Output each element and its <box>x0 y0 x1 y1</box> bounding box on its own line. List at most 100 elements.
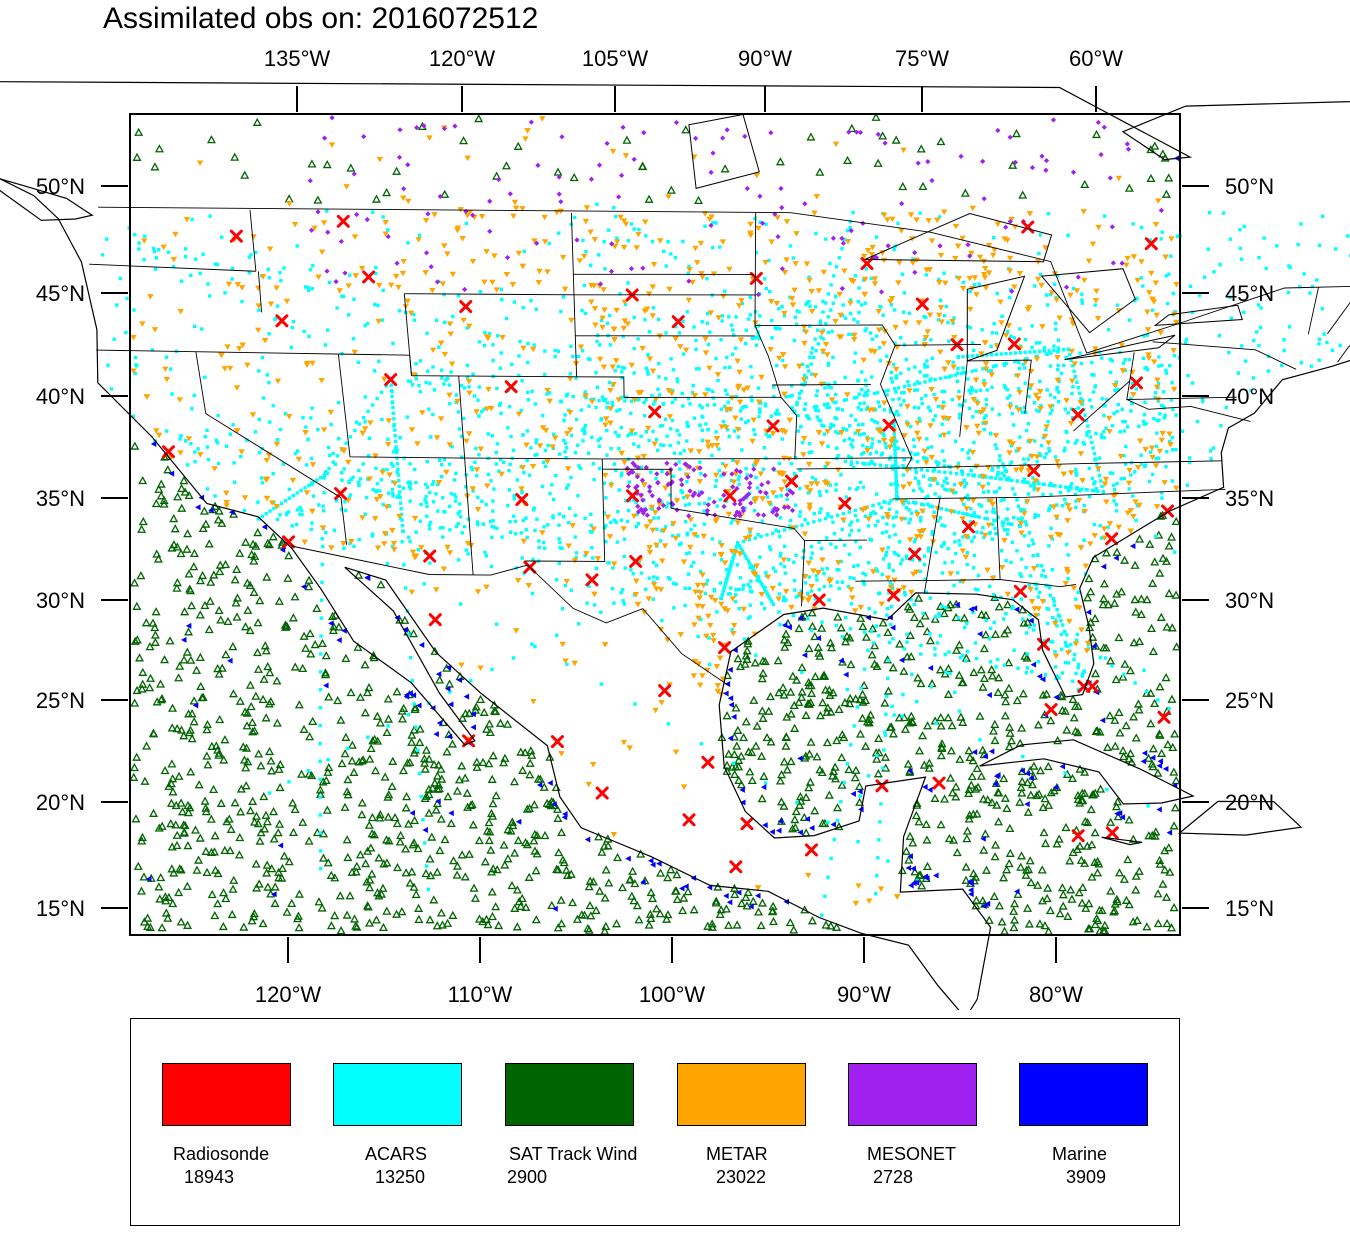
acars-marker <box>743 554 747 558</box>
acars-marker <box>309 481 314 486</box>
acars-marker <box>335 306 339 310</box>
acars-marker <box>402 456 406 460</box>
sat-track-wind-marker <box>428 783 438 792</box>
metar-marker <box>840 517 847 523</box>
acars-marker <box>971 514 976 518</box>
acars-marker <box>552 432 556 436</box>
sat-track-wind-marker <box>1010 899 1020 908</box>
acars-marker <box>905 640 909 644</box>
acars-marker <box>573 535 577 539</box>
sat-track-wind-marker <box>750 658 760 667</box>
acars-marker <box>879 802 883 806</box>
acars-marker <box>232 461 236 465</box>
acars-marker <box>1033 349 1037 354</box>
sat-track-wind-marker <box>288 798 298 807</box>
sat-track-wind-marker <box>352 861 362 870</box>
acars-marker <box>1037 251 1041 256</box>
acars-marker <box>506 426 510 430</box>
acars-marker <box>1108 370 1113 374</box>
acars-marker <box>896 483 900 487</box>
sat-track-wind-marker <box>313 195 323 204</box>
acars-marker <box>1047 508 1051 512</box>
sat-track-wind-marker <box>474 835 484 845</box>
acars-marker <box>957 403 962 407</box>
acars-marker <box>1320 307 1325 311</box>
sat-track-wind-marker <box>1025 765 1035 775</box>
sat-track-wind-marker <box>351 867 361 876</box>
sat-track-wind-marker <box>1129 638 1139 647</box>
acars-marker <box>1302 272 1306 276</box>
sat-track-wind-marker <box>239 755 249 764</box>
acars-marker <box>990 385 994 390</box>
sat-track-wind-marker <box>255 596 265 605</box>
sat-track-wind-marker <box>214 669 224 678</box>
acars-marker <box>779 551 783 556</box>
acars-marker <box>1043 575 1048 579</box>
metar-marker <box>1072 641 1080 647</box>
sat-track-wind-marker <box>262 860 272 869</box>
sat-track-wind-marker <box>482 914 492 923</box>
acars-marker <box>309 416 313 420</box>
acars-marker <box>957 389 961 394</box>
sat-track-wind-marker <box>145 683 155 692</box>
acars-marker <box>902 291 907 295</box>
sat-track-wind-marker <box>720 164 730 173</box>
acars-marker <box>1048 411 1053 416</box>
acars-marker <box>733 346 738 350</box>
acars-marker <box>982 427 986 432</box>
acars-marker <box>484 502 488 507</box>
sat-track-wind-marker <box>236 784 246 793</box>
acars-marker <box>278 427 283 432</box>
acars-marker <box>823 386 827 390</box>
acars-marker <box>856 300 861 304</box>
acars-marker <box>892 421 896 425</box>
acars-marker <box>700 550 705 555</box>
acars-marker <box>301 415 305 420</box>
acars-marker <box>609 520 613 525</box>
acars-marker <box>564 486 569 490</box>
sat-track-wind-marker <box>628 866 638 875</box>
metar-marker <box>696 595 703 601</box>
acars-marker <box>340 294 344 298</box>
acars-marker <box>596 438 601 443</box>
acars-marker <box>1102 413 1106 418</box>
sat-track-wind-marker <box>1150 557 1160 566</box>
sat-track-wind-marker <box>1164 173 1174 182</box>
acars-marker <box>732 761 736 766</box>
acars-marker <box>321 504 325 508</box>
acars-marker <box>884 354 889 358</box>
acars-marker <box>923 577 927 582</box>
acars-marker <box>853 508 857 513</box>
sat-track-wind-marker <box>198 570 208 580</box>
acars-marker <box>902 399 906 403</box>
acars-marker <box>533 402 538 406</box>
sat-track-wind-marker <box>1070 701 1080 711</box>
sat-track-wind-marker <box>478 916 488 926</box>
acars-marker <box>696 634 700 639</box>
acars-marker <box>861 461 865 465</box>
sat-track-wind-marker <box>547 900 557 910</box>
acars-marker <box>489 564 494 569</box>
acars-marker <box>921 455 926 460</box>
acars-marker <box>764 286 769 291</box>
sat-track-wind-marker <box>166 798 176 807</box>
acars-marker <box>562 418 566 423</box>
acars-marker <box>798 514 802 518</box>
acars-marker <box>733 600 738 604</box>
sat-track-wind-marker <box>943 663 953 673</box>
acars-marker <box>541 460 546 464</box>
sat-track-wind-marker <box>905 831 915 840</box>
metar-marker <box>223 499 230 506</box>
sat-track-wind-marker <box>175 661 185 670</box>
acars-marker <box>966 535 970 540</box>
acars-marker <box>481 522 485 526</box>
acars-marker <box>874 891 878 896</box>
acars-marker <box>963 485 967 489</box>
acars-marker <box>464 221 469 226</box>
acars-marker <box>829 283 833 287</box>
sat-track-wind-marker <box>273 828 283 837</box>
metar-marker <box>1006 404 1014 410</box>
sat-track-wind-marker <box>238 742 248 751</box>
acars-marker <box>385 467 389 472</box>
sat-track-wind-marker <box>1114 632 1124 642</box>
